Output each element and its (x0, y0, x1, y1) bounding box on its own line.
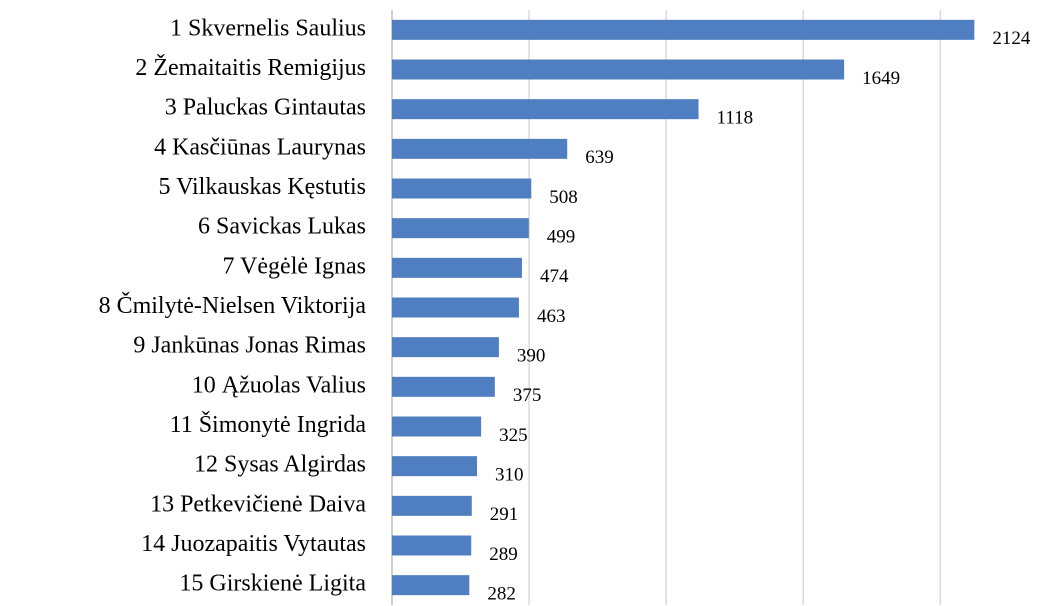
value-label: 291 (490, 504, 518, 525)
bar (392, 59, 845, 80)
bar (392, 575, 470, 596)
y-tick-label: 1 Skvernelis Saulius (170, 15, 366, 41)
value-label: 375 (513, 385, 542, 406)
bar (392, 416, 482, 437)
bar (392, 257, 522, 278)
bar (392, 99, 699, 120)
value-label: 2124 (992, 28, 1031, 49)
value-label: 289 (489, 544, 517, 565)
y-tick-label: 3 Paluckas Gintautas (165, 95, 366, 121)
value-label: 499 (547, 227, 576, 248)
bar (392, 535, 472, 556)
bar (392, 297, 519, 318)
value-label: 508 (549, 187, 578, 208)
y-tick-label: 14 Juozapaitis Vytautas (141, 531, 366, 557)
value-label: 463 (537, 306, 566, 327)
value-label: 639 (585, 147, 614, 168)
y-tick-label: 4 Kasčiūnas Laurynas (154, 134, 366, 160)
value-label: 1118 (717, 108, 754, 129)
value-label: 325 (499, 425, 527, 446)
bar (392, 376, 495, 397)
bar (392, 19, 975, 40)
bar (392, 337, 499, 358)
y-tick-label: 7 Vėgėlė Ignas (222, 253, 366, 279)
y-tick-label: 5 Vilkauskas Kęstutis (159, 174, 366, 200)
y-tick-label: 11 Šimonytė Ingrida (170, 411, 367, 438)
bar (392, 456, 477, 477)
value-label: 390 (517, 346, 546, 367)
y-tick-label: 13 Petkevičienė Daiva (150, 491, 366, 517)
bar (392, 495, 472, 516)
y-tick-label: 8 Čmilytė-Nielsen Viktorija (99, 292, 367, 319)
y-tick-label: 9 Jankūnas Jonas Rimas (133, 333, 366, 359)
value-label: 310 (495, 465, 524, 486)
y-tick-label: 15 Girskienė Ligita (179, 571, 366, 597)
bar (392, 178, 532, 199)
value-label: 282 (487, 584, 516, 605)
value-label: 474 (540, 266, 569, 287)
y-tick-label: 6 Savickas Lukas (198, 214, 366, 240)
bar (392, 138, 568, 159)
bar (392, 218, 529, 239)
y-tick-label: 10 Ąžuolas Valius (192, 372, 366, 398)
y-tick-label: 12 Sysas Algirdas (194, 452, 366, 478)
y-tick-label: 2 Žemaitaitis Remigijus (135, 55, 366, 81)
value-label: 1649 (862, 68, 900, 89)
